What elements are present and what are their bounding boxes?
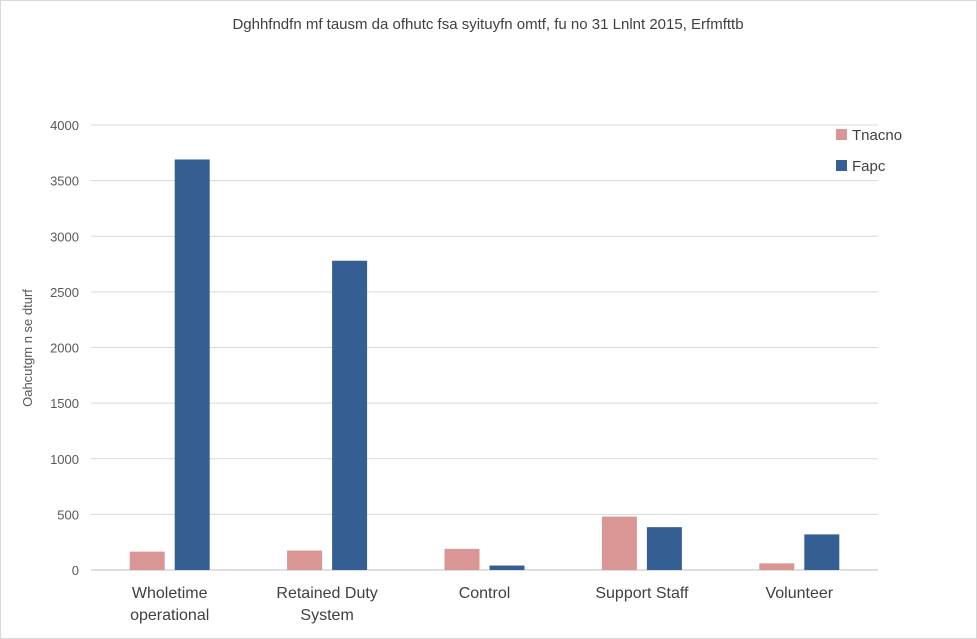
chart-title: Dghhfndfn mf tausm da ofhutc fsa syituyf… <box>232 16 743 33</box>
x-tick-label: Volunteer <box>765 585 833 602</box>
y-axis-ticks: 0 500 1000 1500 2000 2500 3000 3500 4000 <box>50 118 79 578</box>
x-tick-label-line: Wholetime <box>132 585 208 602</box>
y-axis-label: Oahcutgm n se dturf <box>20 289 35 407</box>
x-tick-label: Support Staff <box>595 585 689 602</box>
x-tick-label-line: System <box>300 607 353 624</box>
y-tick-label: 2500 <box>50 285 79 300</box>
y-tick-label: 2000 <box>50 341 79 356</box>
bars <box>129 159 840 571</box>
x-tick-label-line: Volunteer <box>765 585 833 602</box>
x-tick-label-line: Support Staff <box>595 585 689 602</box>
x-tick-label: Wholetime operational <box>130 585 209 624</box>
x-tick-label: Control <box>459 585 511 602</box>
y-tick-label: 0 <box>72 563 79 578</box>
bar-tnacno-4 <box>759 563 795 570</box>
legend: Tnacno Fapc <box>836 127 902 175</box>
bar-fapc-2 <box>489 565 525 570</box>
gridlines <box>91 124 878 571</box>
bar-fapc-3 <box>646 527 682 570</box>
x-tick-label-line: Control <box>459 585 511 602</box>
bar-tnacno-0 <box>129 551 165 570</box>
x-tick-label-line: operational <box>130 607 209 624</box>
x-tick-label-line: Retained Duty <box>276 585 377 602</box>
x-tick-label: Retained Duty System <box>276 585 377 624</box>
bar-fapc-1 <box>332 260 368 570</box>
bar-tnacno-2 <box>444 548 480 570</box>
bar-tnacno-1 <box>287 550 323 570</box>
bar-tnacno-3 <box>601 516 637 570</box>
y-tick-label: 4000 <box>50 118 79 133</box>
legend-swatch <box>836 160 847 171</box>
bar-fapc-0 <box>174 159 210 571</box>
bar-fapc-4 <box>804 534 840 570</box>
y-tick-label: 3000 <box>50 229 79 244</box>
x-axis-ticks: Wholetime operational Retained Duty System C… <box>130 585 834 624</box>
y-tick-label: 1500 <box>50 396 79 411</box>
legend-label: Tnacno <box>852 127 902 144</box>
y-tick-label: 1000 <box>50 452 79 467</box>
y-tick-label: 500 <box>57 507 79 522</box>
legend-swatch <box>836 129 847 140</box>
legend-label: Fapc <box>852 158 886 175</box>
y-tick-label: 3500 <box>50 174 79 189</box>
